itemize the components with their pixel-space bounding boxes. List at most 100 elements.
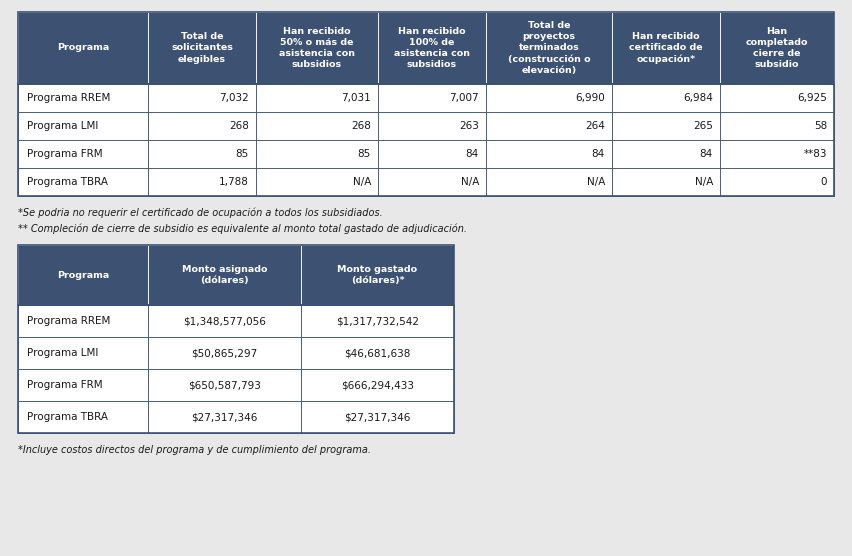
Bar xyxy=(148,168,256,196)
Text: Programa TBRA: Programa TBRA xyxy=(27,412,108,422)
Text: Programa RREM: Programa RREM xyxy=(27,93,111,103)
Text: $27,317,346: $27,317,346 xyxy=(344,412,411,422)
Text: $1,317,732,542: $1,317,732,542 xyxy=(336,316,419,326)
Text: Total de
solicitantes
elegibles: Total de solicitantes elegibles xyxy=(171,32,233,63)
Bar xyxy=(18,12,148,84)
Bar xyxy=(18,168,148,196)
Bar xyxy=(256,112,378,140)
Bar xyxy=(301,337,454,369)
Bar xyxy=(720,140,834,168)
Text: 85: 85 xyxy=(236,149,249,159)
Text: Monto asignado
(dólares): Monto asignado (dólares) xyxy=(181,265,268,285)
Text: $666,294,433: $666,294,433 xyxy=(341,380,414,390)
Bar xyxy=(148,337,301,369)
Bar xyxy=(18,245,454,305)
Bar xyxy=(256,168,378,196)
Bar xyxy=(720,12,834,84)
Text: 265: 265 xyxy=(694,121,713,131)
Bar xyxy=(18,140,148,168)
Bar xyxy=(486,12,612,84)
Text: $50,865,297: $50,865,297 xyxy=(192,348,257,358)
Bar xyxy=(148,140,256,168)
Bar xyxy=(148,401,301,433)
Bar xyxy=(301,245,454,305)
Text: 84: 84 xyxy=(592,149,605,159)
Text: Programa: Programa xyxy=(57,271,109,280)
Text: 6,925: 6,925 xyxy=(797,93,827,103)
Text: Programa LMI: Programa LMI xyxy=(27,348,98,358)
Bar xyxy=(378,168,486,196)
Bar xyxy=(18,12,834,84)
Text: 58: 58 xyxy=(814,121,827,131)
Bar xyxy=(148,84,256,112)
Text: N/A: N/A xyxy=(353,177,371,187)
Text: Programa TBRA: Programa TBRA xyxy=(27,177,108,187)
Bar xyxy=(612,140,720,168)
Text: 7,032: 7,032 xyxy=(219,93,249,103)
Bar xyxy=(612,12,720,84)
Text: Han recibido
100% de
asistencia con
subsidios: Han recibido 100% de asistencia con subs… xyxy=(394,27,470,69)
Text: *Incluye costos directos del programa y de cumplimiento del programa.: *Incluye costos directos del programa y … xyxy=(18,445,371,455)
Text: Monto gastado
(dólares)*: Monto gastado (dólares)* xyxy=(337,265,417,285)
Bar xyxy=(148,369,301,401)
Bar xyxy=(301,401,454,433)
Text: Programa FRM: Programa FRM xyxy=(27,380,102,390)
Bar xyxy=(612,112,720,140)
Text: 7,031: 7,031 xyxy=(342,93,371,103)
Bar xyxy=(148,12,256,84)
Bar xyxy=(18,369,148,401)
Bar xyxy=(612,168,720,196)
Bar xyxy=(18,305,454,433)
Bar xyxy=(301,305,454,337)
Text: Han recibido
50% o más de
asistencia con
subsidios: Han recibido 50% o más de asistencia con… xyxy=(279,27,355,69)
Text: 7,007: 7,007 xyxy=(449,93,479,103)
Bar xyxy=(148,112,256,140)
Text: 263: 263 xyxy=(459,121,479,131)
Text: 85: 85 xyxy=(358,149,371,159)
Bar xyxy=(486,112,612,140)
Bar xyxy=(256,140,378,168)
Text: 84: 84 xyxy=(699,149,713,159)
Bar xyxy=(378,12,486,84)
Bar xyxy=(301,369,454,401)
Text: $650,587,793: $650,587,793 xyxy=(188,380,261,390)
Text: 268: 268 xyxy=(229,121,249,131)
Text: **83: **83 xyxy=(803,149,827,159)
Text: 6,990: 6,990 xyxy=(575,93,605,103)
Text: Programa: Programa xyxy=(57,43,109,52)
Text: Han recibido
certificado de
ocupación*: Han recibido certificado de ocupación* xyxy=(629,32,703,64)
Text: 84: 84 xyxy=(466,149,479,159)
Bar xyxy=(18,112,148,140)
Text: 264: 264 xyxy=(585,121,605,131)
Bar xyxy=(378,140,486,168)
Text: $1,348,577,056: $1,348,577,056 xyxy=(183,316,266,326)
Bar xyxy=(256,84,378,112)
Text: N/A: N/A xyxy=(694,177,713,187)
Text: 268: 268 xyxy=(351,121,371,131)
Bar xyxy=(18,305,148,337)
Text: Han
completado
cierre de
subsidio: Han completado cierre de subsidio xyxy=(746,27,809,69)
Text: N/A: N/A xyxy=(587,177,605,187)
Text: $46,681,638: $46,681,638 xyxy=(344,348,411,358)
Bar xyxy=(612,84,720,112)
Bar xyxy=(720,84,834,112)
Text: Total de
proyectos
terminados
(construcción o
elevación): Total de proyectos terminados (construcc… xyxy=(508,21,590,75)
Text: $27,317,346: $27,317,346 xyxy=(192,412,257,422)
Text: 6,984: 6,984 xyxy=(683,93,713,103)
Bar xyxy=(18,84,834,196)
Bar xyxy=(18,401,148,433)
Text: *Se podria no requerir el certificado de ocupación a todos los subsidiados.: *Se podria no requerir el certificado de… xyxy=(18,208,383,219)
Bar xyxy=(720,168,834,196)
Bar xyxy=(18,245,148,305)
Bar xyxy=(18,84,148,112)
Bar xyxy=(148,305,301,337)
Text: ** Compleción de cierre de subsidio es equivalente al monto total gastado de adj: ** Compleción de cierre de subsidio es e… xyxy=(18,223,467,234)
Bar xyxy=(720,112,834,140)
Bar xyxy=(148,245,301,305)
Bar xyxy=(486,168,612,196)
Text: Programa RREM: Programa RREM xyxy=(27,316,111,326)
Bar xyxy=(378,84,486,112)
Text: N/A: N/A xyxy=(461,177,479,187)
Text: Programa FRM: Programa FRM xyxy=(27,149,102,159)
Bar xyxy=(256,12,378,84)
